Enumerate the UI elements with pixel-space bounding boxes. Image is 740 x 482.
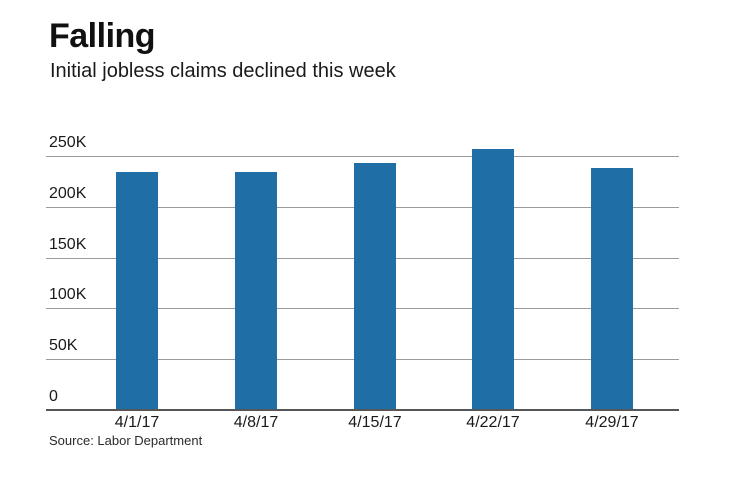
chart-subtitle: Initial jobless claims declined this wee… <box>50 60 396 82</box>
x-axis-tick-label: 4/22/17 <box>466 414 520 431</box>
bar-4/15/17 <box>354 163 396 410</box>
y-axis-tick-label: 0 <box>49 388 58 405</box>
bar-4/8/17 <box>235 172 277 410</box>
y-axis-tick-label: 100K <box>49 286 87 303</box>
y-axis-tick-label: 250K <box>49 134 87 151</box>
y-axis-tick-label: 50K <box>49 337 78 354</box>
x-axis-tick-label: 4/29/17 <box>585 414 639 431</box>
gridline-250K <box>46 156 679 157</box>
bar-4/22/17 <box>472 149 514 410</box>
y-axis-tick-label: 150K <box>49 236 87 253</box>
bar-4/29/17 <box>591 168 633 410</box>
x-axis-line <box>46 409 679 411</box>
chart-title: Falling <box>49 17 156 55</box>
y-axis-tick-label: 200K <box>49 185 87 202</box>
x-axis-tick-label: 4/1/17 <box>114 414 160 431</box>
x-axis-tick-label: 4/8/17 <box>233 414 279 431</box>
source-note: Source: Labor Department <box>49 433 203 448</box>
bar-4/1/17 <box>116 172 158 410</box>
x-axis-tick-label: 4/15/17 <box>348 414 402 431</box>
